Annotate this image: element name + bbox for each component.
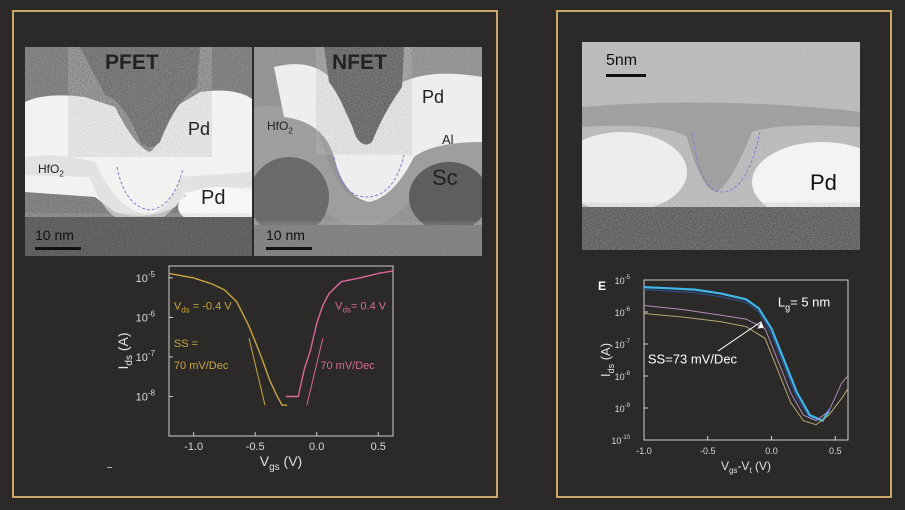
series-line-3 [643, 305, 849, 422]
cnt-transfer-chart: -1.0 -0.5 0.0 0.5 10-10 10-9 10-8 10-7 10-6 10-5 E… [598, 275, 849, 475]
y-tick-label: 10-10 [611, 435, 630, 446]
nfet-pd-label: Pd [422, 87, 445, 107]
x-tick-label: -1.0 [184, 441, 203, 453]
pfet-vds-annotation: Vds = -0.4 V [174, 300, 232, 314]
panel-letter: E [598, 279, 606, 293]
ss-left-label-1: SS = [174, 338, 198, 350]
nfet-al-label: Al [442, 132, 454, 147]
nfet-scale-bar-label: 10 nm [266, 227, 305, 243]
cnt-micrograph: 5nm Pd [582, 42, 860, 250]
x-tick-label: -0.5 [246, 441, 265, 453]
y-tick-label: 10-8 [136, 388, 156, 403]
nfet-micrograph: NFET Pd HfO2 Al Sc 10 nm [254, 47, 482, 256]
ss-right-label: 70 mV/Dec [320, 360, 375, 372]
series-line-4 [643, 313, 849, 426]
plot-frame [643, 279, 849, 441]
pfet-hfo2-label: HfO2 [38, 162, 64, 179]
series-line-2 [285, 270, 394, 398]
ss-arrow-line [717, 321, 762, 352]
x-axis-label: Vgs (V) [260, 453, 302, 473]
y-tick-label: 10-5 [136, 270, 156, 285]
ss-guide-right [306, 337, 324, 406]
ss-annotation: SS=73 mV/Dec [648, 351, 738, 366]
y-tick-label: 10-8 [615, 371, 631, 382]
y-tick-label: 10-7 [615, 339, 631, 350]
series-line-2 [643, 286, 830, 423]
nfet-vds-annotation: Vds= 0.4 V [335, 300, 387, 314]
y-axis-label: Ids (A) [115, 332, 135, 369]
y-tick-label: 10-6 [136, 309, 156, 324]
x-tick-label: -0.5 [700, 446, 716, 456]
left-figure-panel: PFET Pd HfO2 Pd 10 nm [12, 10, 498, 498]
nfet-micrograph-drawing [254, 47, 482, 256]
x-tick-label: 0.5 [371, 441, 386, 453]
pfet-title: PFET [105, 51, 159, 74]
y-tick-label: 10-6 [615, 307, 631, 318]
series-line-1 [168, 272, 288, 406]
x-tick-label: 0.5 [829, 446, 842, 456]
right-figure-panel: 5nm Pd -1.0 -0.5 0.0 0.5 10-10 10-9 10-8 10-7 10… [556, 10, 892, 498]
nfet-hfo2-label: HfO2 [267, 119, 293, 136]
series-line-1 [643, 289, 830, 422]
plot-frame [168, 265, 394, 437]
cnt-scale-bar-label: 5nm [606, 52, 638, 69]
y-axis-label: Ids (A) [598, 343, 616, 377]
x-tick-label: 0.0 [765, 446, 778, 456]
ss-guide-left [248, 337, 266, 406]
x-tick-label: -1.0 [636, 446, 652, 456]
pfet-pd-label: Pd [188, 119, 211, 139]
x-axis-label: Vgs-Vt (V) [721, 459, 771, 475]
nfet-sc-label: Sc [432, 165, 458, 190]
y-tick-label: 10-5 [615, 275, 631, 286]
x-tick-label: 0.0 [309, 441, 324, 453]
pfet-micrograph: PFET Pd HfO2 Pd 10 nm [25, 47, 252, 256]
y-tick-label: 10-7 [136, 349, 156, 364]
y-tick-label: 10-9 [615, 403, 631, 414]
small-dash-mark [107, 467, 112, 468]
cnt-micrograph-drawing [582, 42, 860, 250]
nfet-title: NFET [332, 51, 387, 74]
lg-annotation: Lg= 5 nm [778, 294, 830, 312]
pfet-scale-bar-label: 10 nm [35, 227, 74, 243]
fet-transfer-chart: -1.0 -0.5 0.0 0.5 10-8 10-7 10-6 10-5 Vds = -0.4… [115, 265, 394, 473]
cnt-pd-label: Pd [810, 170, 837, 195]
pfet-micrograph-drawing [25, 47, 252, 256]
ss-left-label-2: 70 mV/Dec [174, 360, 229, 372]
pfet-pd-bottom-label: Pd [201, 187, 226, 209]
ss-arrow-head [757, 321, 764, 329]
